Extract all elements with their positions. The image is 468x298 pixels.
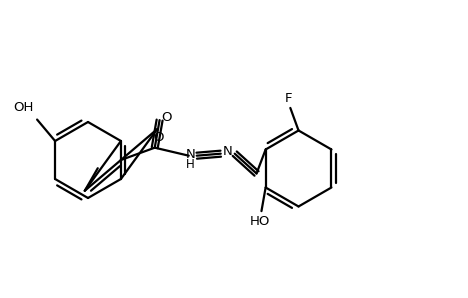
Text: OH: OH — [13, 100, 33, 114]
Text: H: H — [186, 158, 195, 171]
Text: O: O — [161, 111, 172, 124]
Text: HO: HO — [249, 215, 270, 228]
Text: F: F — [285, 92, 292, 105]
Text: N: N — [223, 145, 233, 158]
Text: N: N — [186, 148, 196, 161]
Text: O: O — [153, 131, 163, 144]
